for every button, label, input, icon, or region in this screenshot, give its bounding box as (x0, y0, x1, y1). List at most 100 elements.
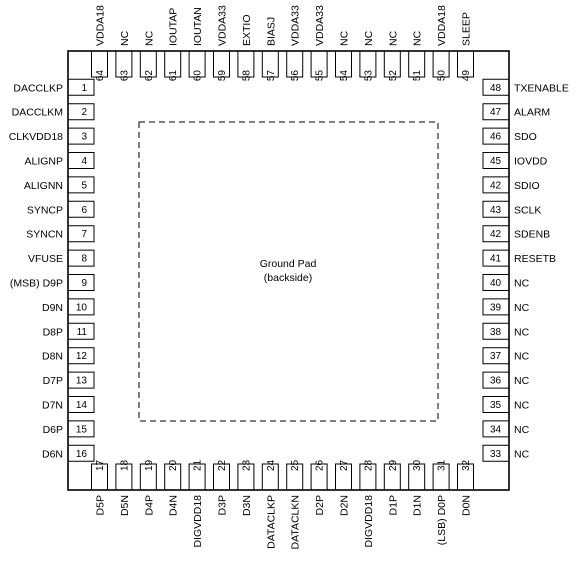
pin-pad (68, 371, 95, 389)
pin-label: NC (339, 30, 351, 46)
pin-pad (68, 103, 95, 121)
pin-number: 17 (95, 459, 106, 471)
pin-pad (68, 200, 95, 218)
pin-number: 42 (490, 180, 502, 191)
pin-number: 29 (388, 459, 399, 471)
pin-number: 37 (490, 351, 502, 362)
pin-label: (MSB) D9P (10, 278, 63, 290)
pin-pad (335, 463, 352, 490)
chip-body (67, 50, 510, 491)
pin-pad (68, 347, 95, 365)
pin-label: DACCLKP (13, 82, 63, 94)
pin-pad (359, 51, 377, 78)
pin-number: 16 (76, 449, 88, 460)
pin-label: VDDA33 (314, 5, 326, 46)
pin-label: NC (119, 30, 131, 46)
pins-right-group: 48 TXENABLE 47 ALARM 46 SDO 45 IOVDD 42 SDIO 43 SCL… (482, 78, 569, 462)
pin-label: NC (514, 351, 530, 363)
pin-number: 55 (315, 70, 326, 82)
pin-pad (482, 298, 509, 316)
pin-number: 62 (144, 70, 155, 82)
pin-pad (482, 78, 509, 96)
pin-label: D2N (339, 495, 351, 516)
pin-label: NC (387, 30, 399, 46)
pin-number: 54 (339, 70, 350, 82)
pin-label: SDO (514, 131, 537, 143)
pin-pad (482, 347, 509, 365)
pin-label: D4N (168, 495, 180, 516)
pin-label: DIGVDD18 (192, 495, 204, 548)
pin-label: NC (514, 400, 530, 412)
pin-number: 23 (241, 459, 252, 471)
pin-label: ALIGNP (24, 156, 63, 168)
pin-label: D1N (412, 495, 424, 516)
pin-pad (139, 51, 157, 78)
pin-pad (188, 463, 206, 490)
pin-label: D9N (42, 302, 63, 314)
pin-pad (383, 463, 401, 490)
pin-label: D6P (43, 424, 63, 436)
ground-pad-sublabel: (backside) (264, 272, 312, 284)
pin-number: 56 (290, 70, 301, 82)
pin-number: 6 (81, 205, 87, 216)
pin-pad (164, 463, 182, 490)
pin-label: VFUSE (28, 253, 63, 265)
pin-pad (310, 51, 328, 78)
pin-pad (213, 463, 230, 490)
pin-label: D8P (43, 326, 63, 338)
pin-pad (482, 322, 509, 340)
pin-label: VDDA33 (290, 5, 302, 46)
pin-number: 4 (81, 156, 87, 167)
pin-label: D0N (461, 495, 473, 516)
pin-number: 60 (193, 70, 204, 82)
pin-number: 64 (95, 70, 106, 82)
pin-pad (237, 51, 255, 78)
pin-pad (68, 322, 95, 340)
pin-label: NC (412, 30, 424, 46)
pin-number: 39 (490, 302, 502, 313)
pin-label: TXENABLE (514, 82, 569, 94)
pins-top-group: 64 VDDA18 63 NC 62 NC 61 IOUTAP 60 IOUTAN 59 VDDA33… (91, 5, 474, 82)
pin-pad (139, 463, 157, 490)
pin-number: 42 (490, 229, 502, 240)
pin-label: SLEEP (461, 12, 473, 46)
pin-pad (310, 463, 328, 490)
pin-pad (383, 51, 401, 78)
pin-number: 45 (490, 156, 502, 167)
pin-pad (408, 463, 426, 490)
pin-label: EXTIO (241, 14, 253, 46)
pin-number: 31 (437, 459, 448, 471)
pin-pad (68, 420, 95, 438)
pin-number: 28 (363, 459, 374, 471)
pin-pad (482, 274, 509, 291)
pin-pad (286, 51, 304, 78)
pin-pad (68, 396, 95, 413)
pin-pad (188, 51, 206, 78)
pin-number: 19 (144, 459, 155, 471)
pin-number: 26 (315, 459, 326, 471)
pin-pad (482, 396, 509, 413)
pin-label: IOVDD (514, 156, 548, 168)
pin-number: 14 (76, 400, 88, 411)
pin-pad (68, 152, 95, 169)
pin-label: D4P (143, 495, 155, 515)
pin-label: SDENB (514, 229, 550, 241)
pin-number: 36 (490, 376, 502, 387)
pin-number: 46 (490, 132, 502, 143)
pin-pad (68, 225, 95, 243)
pin-label: NC (514, 326, 530, 338)
pin-label: D1P (387, 495, 399, 515)
pin-number: 58 (241, 70, 252, 82)
pin-number: 12 (76, 351, 88, 362)
pin-number: 49 (461, 70, 472, 82)
pin-pad (68, 298, 95, 316)
pin-label: (LSB) D0P (436, 495, 448, 545)
pin-pad (213, 51, 230, 78)
pin-pad (261, 51, 279, 78)
pin-label: SCLK (514, 204, 541, 216)
pin-number: 57 (266, 70, 277, 82)
pin-pad (359, 463, 377, 490)
pin-number: 50 (437, 70, 448, 82)
pin-pad (335, 51, 352, 78)
pin-number: 22 (217, 459, 228, 471)
